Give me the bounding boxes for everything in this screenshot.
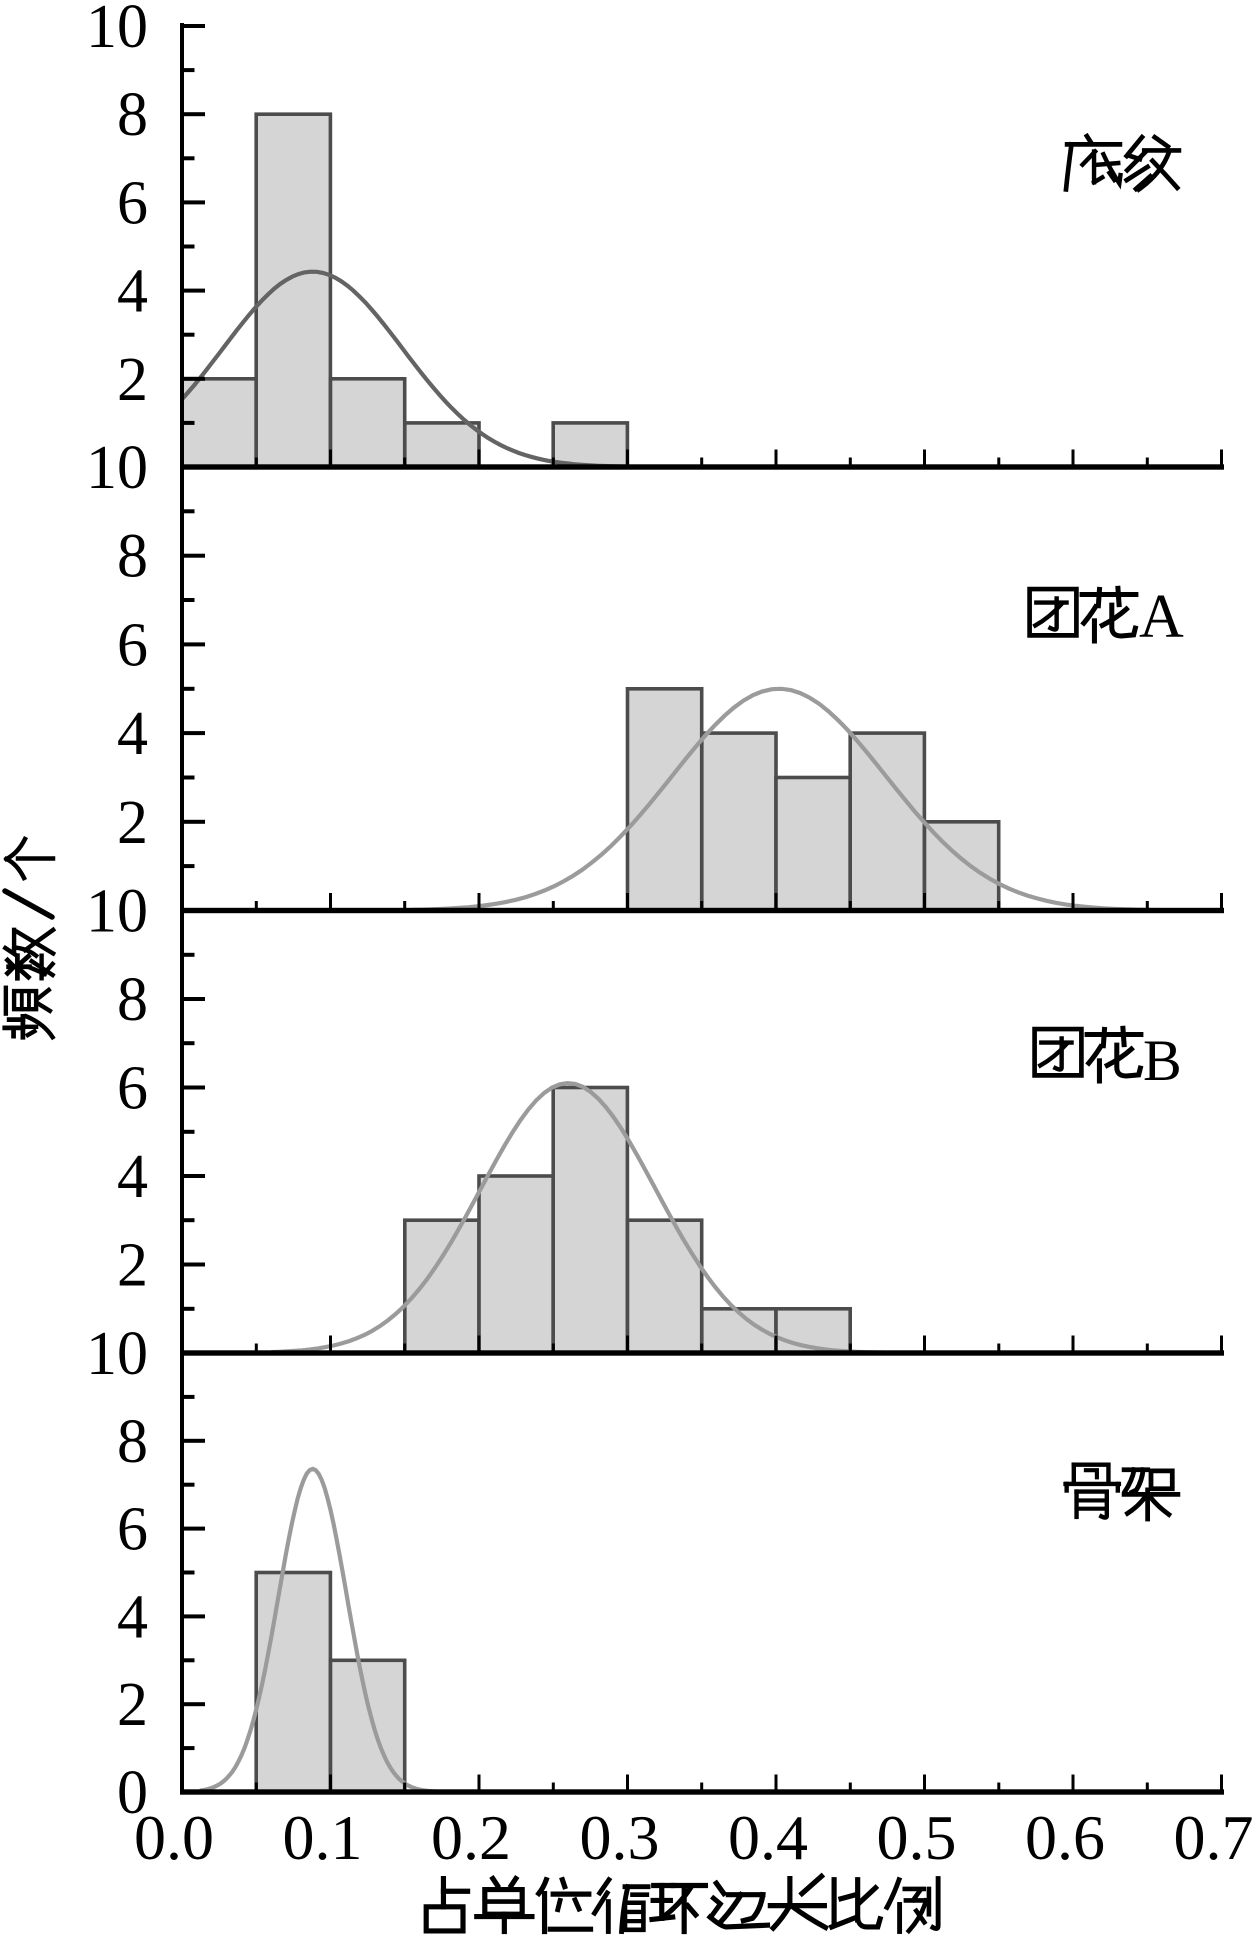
svg-text:10: 10 <box>86 0 148 61</box>
svg-text:4: 4 <box>117 1143 148 1211</box>
svg-text:2: 2 <box>117 346 148 414</box>
svg-text:4: 4 <box>117 1583 148 1651</box>
svg-text:2: 2 <box>117 1232 148 1300</box>
svg-text:8: 8 <box>117 523 148 591</box>
svg-text:0.3: 0.3 <box>580 1802 660 1873</box>
svg-text:10: 10 <box>86 434 148 502</box>
svg-text:8: 8 <box>117 1408 148 1476</box>
svg-text:0.5: 0.5 <box>877 1802 957 1873</box>
svg-text:6: 6 <box>117 1496 148 1564</box>
svg-text:0.6: 0.6 <box>1025 1802 1105 1873</box>
svg-text:6: 6 <box>117 1055 148 1123</box>
svg-text:4: 4 <box>117 700 148 768</box>
svg-text:6: 6 <box>117 611 148 679</box>
svg-text:A: A <box>1139 583 1184 651</box>
svg-text:0.7: 0.7 <box>1174 1802 1252 1873</box>
svg-text:10: 10 <box>86 1320 148 1388</box>
svg-text:6: 6 <box>117 169 148 237</box>
svg-text:2: 2 <box>117 789 148 857</box>
svg-text:B: B <box>1143 1028 1182 1093</box>
svg-text:0: 0 <box>117 1759 148 1827</box>
svg-text:8: 8 <box>117 966 148 1034</box>
svg-text:0.2: 0.2 <box>431 1802 511 1873</box>
svg-text:2: 2 <box>117 1671 148 1739</box>
svg-text:8: 8 <box>117 81 148 149</box>
svg-text:4: 4 <box>117 258 148 326</box>
svg-text:0.1: 0.1 <box>283 1802 363 1873</box>
svg-text:10: 10 <box>86 878 148 946</box>
svg-text:0.4: 0.4 <box>728 1802 808 1873</box>
svg-text:0.0: 0.0 <box>134 1802 214 1873</box>
